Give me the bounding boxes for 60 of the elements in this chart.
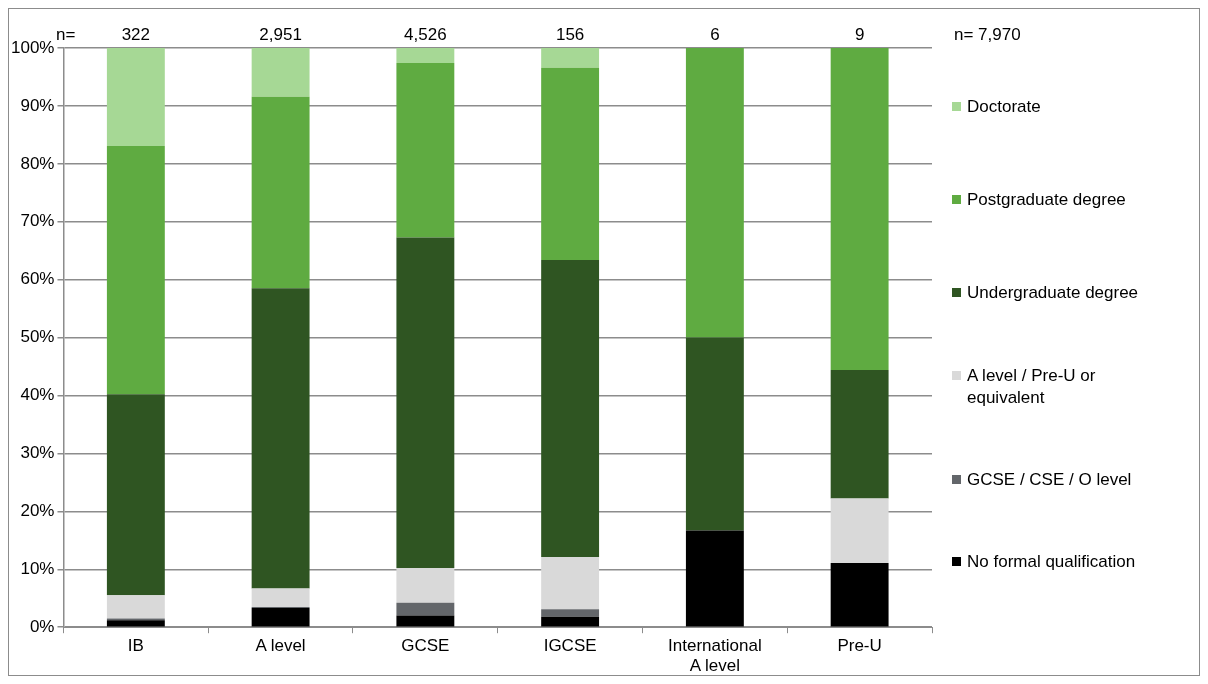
x-tick-label: A level <box>255 636 306 656</box>
annotation: 9 <box>854 25 865 45</box>
legend-label: No formal qualification <box>967 551 1136 574</box>
y-tick-label: 60% <box>20 269 55 289</box>
bar <box>541 48 600 68</box>
bar <box>396 63 455 238</box>
legend-label: Postgraduate degree <box>967 189 1126 211</box>
legend-label: Doctorate <box>967 95 1041 118</box>
bar <box>396 237 455 569</box>
bar <box>396 48 455 64</box>
y-tick-label: 20% <box>20 501 55 521</box>
legend-label: A level / Pre-U or equivalent <box>967 364 1097 409</box>
x-tick-label: GCSE <box>401 636 450 656</box>
y-tick-label: 10% <box>20 558 55 578</box>
y-tick-label: 80% <box>20 153 55 173</box>
annotation: 2,951 <box>259 25 302 45</box>
bar <box>106 394 165 596</box>
bar <box>396 568 455 603</box>
y-tick-label: 50% <box>20 327 55 347</box>
bar <box>541 557 600 610</box>
bar <box>251 588 310 607</box>
bar <box>685 530 744 627</box>
annotation: 6 <box>710 25 720 45</box>
bar <box>685 48 744 338</box>
bar <box>106 145 165 395</box>
y-tick-label: 100% <box>11 37 55 57</box>
bar <box>830 498 889 563</box>
bar <box>830 562 889 627</box>
bar <box>106 595 165 619</box>
legend-label: GCSE / CSE / O level <box>967 469 1132 491</box>
annotation: 322 <box>121 25 151 45</box>
bar <box>396 602 455 616</box>
text: n= 7,970 <box>954 25 1021 45</box>
y-tick-label: 70% <box>20 211 55 231</box>
bar <box>251 608 310 627</box>
bar <box>685 337 744 531</box>
annotation: 4,526 <box>404 25 447 45</box>
bar <box>830 48 889 371</box>
bar <box>106 48 165 146</box>
bar <box>541 259 600 558</box>
x-tick-label: IB <box>127 636 144 656</box>
bar <box>541 67 600 260</box>
bar <box>541 609 600 617</box>
annotation: 156 <box>555 25 585 45</box>
text: n= <box>56 25 76 45</box>
bar <box>541 616 600 627</box>
bar <box>251 288 310 589</box>
bar <box>396 615 455 627</box>
x-tick-label: International A level <box>668 636 762 676</box>
y-tick-label: 30% <box>20 443 55 463</box>
x-tick-label: IGCSE <box>543 636 597 656</box>
y-tick-label: 0% <box>29 616 55 636</box>
bar <box>251 48 310 97</box>
bar <box>251 96 310 289</box>
x-tick-label: Pre-U <box>837 636 882 656</box>
bar <box>830 370 889 499</box>
y-tick-label: 40% <box>20 385 55 405</box>
bar <box>106 620 165 627</box>
y-tick-label: 90% <box>20 95 55 115</box>
legend-label: Undergraduate degree <box>967 282 1139 305</box>
